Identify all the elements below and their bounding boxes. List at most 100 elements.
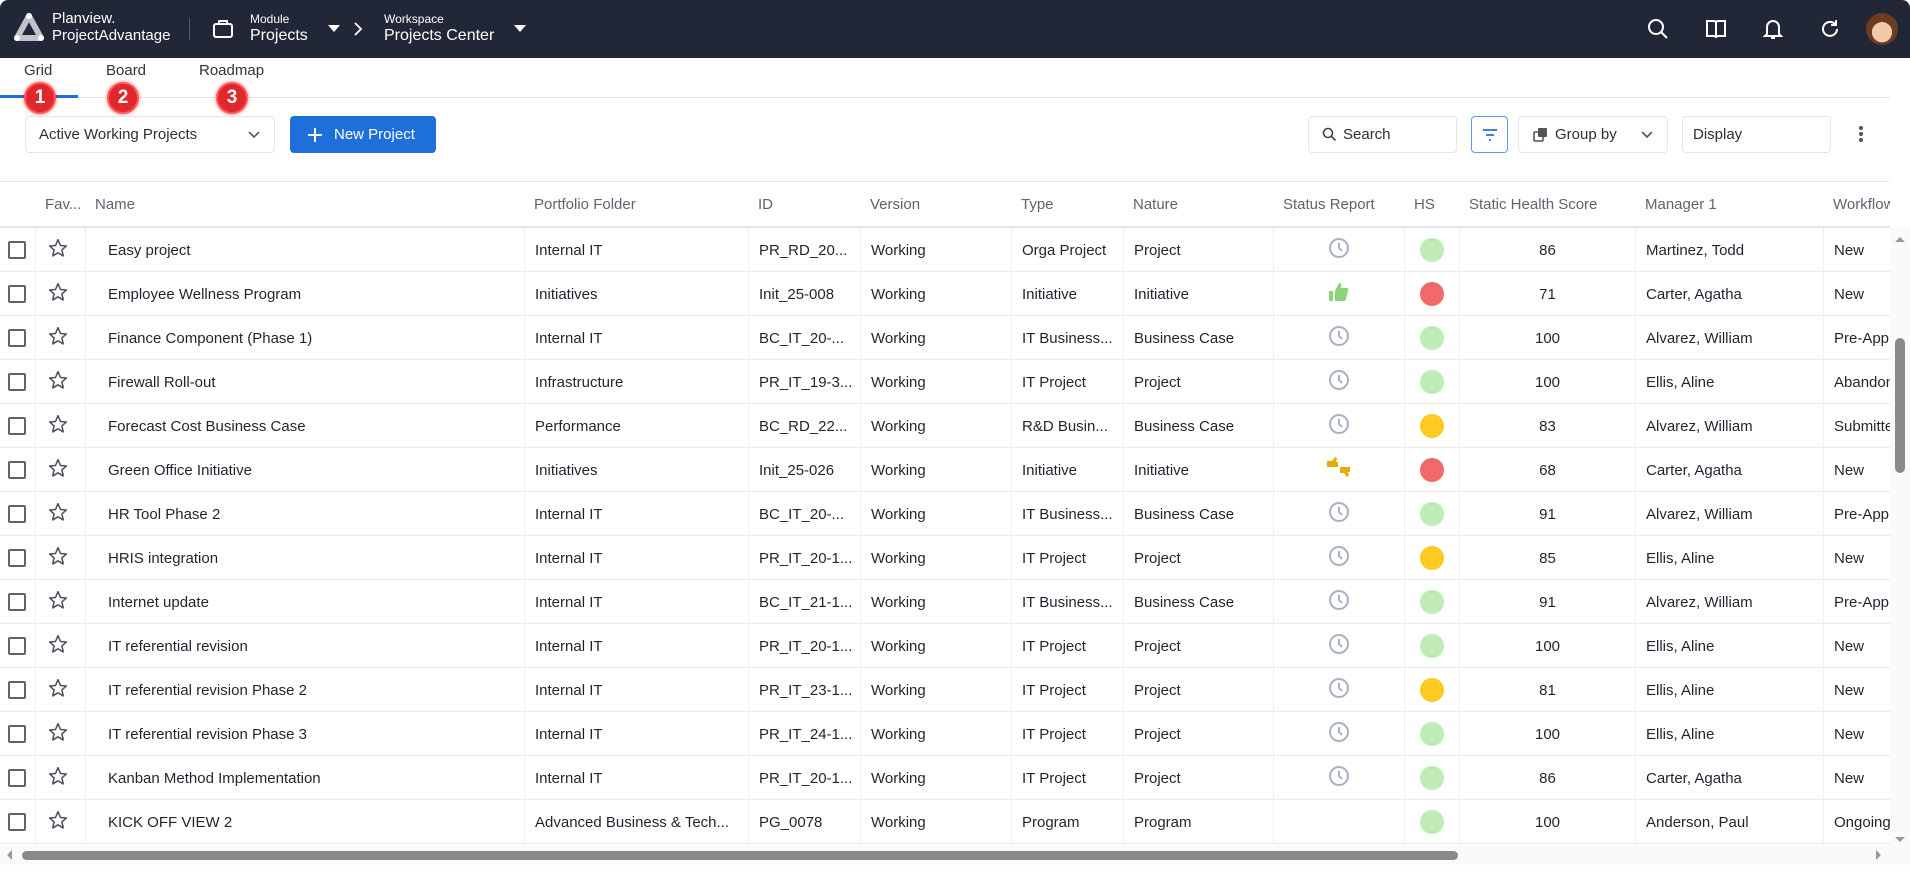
star-icon[interactable]: [48, 546, 68, 570]
table-row[interactable]: Employee Wellness Program Initiatives Init…: [0, 272, 1890, 316]
cell-favorite[interactable]: [35, 668, 85, 712]
vertical-scrollbar[interactable]: [1890, 228, 1910, 845]
column-header-hs[interactable]: HS: [1414, 196, 1435, 213]
cell-checkbox[interactable]: [0, 624, 35, 668]
cell-favorite[interactable]: [35, 228, 85, 272]
star-icon[interactable]: [48, 766, 68, 790]
row-checkbox[interactable]: [8, 593, 26, 611]
table-row[interactable]: Forecast Cost Business Case Performance BC…: [0, 404, 1890, 448]
cell-favorite[interactable]: [35, 580, 85, 624]
cell-checkbox[interactable]: [0, 800, 35, 844]
cell-favorite[interactable]: [35, 624, 85, 668]
column-header-workflow[interactable]: Workflow: [1833, 196, 1890, 213]
table-row[interactable]: HR Tool Phase 2 Internal IT BC_IT_20-... Wo…: [0, 492, 1890, 536]
filter-button[interactable]: [1471, 116, 1508, 153]
tab-roadmap[interactable]: Roadmap: [199, 62, 265, 79]
star-icon[interactable]: [48, 370, 68, 394]
star-icon[interactable]: [48, 502, 68, 526]
refresh-icon[interactable]: [1817, 16, 1843, 42]
star-icon[interactable]: [48, 810, 68, 834]
row-checkbox[interactable]: [8, 769, 26, 787]
cell-checkbox[interactable]: [0, 492, 35, 536]
table-row[interactable]: Easy project Internal IT PR_RD_20... Workin…: [0, 228, 1890, 272]
row-checkbox[interactable]: [8, 549, 26, 567]
cell-favorite[interactable]: [35, 800, 85, 844]
cell-favorite[interactable]: [35, 360, 85, 404]
vertical-scroll-thumb[interactable]: [1895, 338, 1905, 473]
cell-checkbox[interactable]: [0, 272, 35, 316]
cell-checkbox[interactable]: [0, 448, 35, 492]
cell-favorite[interactable]: [35, 536, 85, 580]
workspace-selector[interactable]: Workspace Projects Center: [384, 12, 527, 45]
cell-favorite[interactable]: [35, 492, 85, 536]
display-button[interactable]: Display: [1682, 116, 1831, 153]
view-dropdown[interactable]: Active Working Projects: [25, 116, 275, 153]
search-input[interactable]: Search: [1308, 116, 1457, 153]
cell-checkbox[interactable]: [0, 580, 35, 624]
cell-checkbox[interactable]: [0, 316, 35, 360]
user-avatar[interactable]: [1866, 13, 1898, 45]
row-checkbox[interactable]: [8, 637, 26, 655]
row-checkbox[interactable]: [8, 813, 26, 831]
star-icon[interactable]: [48, 590, 68, 614]
column-header-manager[interactable]: Manager 1: [1645, 196, 1717, 213]
table-row[interactable]: IT referential revision Internal IT PR_IT_…: [0, 624, 1890, 668]
scroll-left-arrow-icon[interactable]: [6, 850, 12, 860]
star-icon[interactable]: [48, 634, 68, 658]
scroll-up-arrow-icon[interactable]: [1895, 236, 1905, 242]
table-row[interactable]: Internet update Internal IT BC_IT_21-1... W…: [0, 580, 1890, 624]
star-icon[interactable]: [48, 678, 68, 702]
row-checkbox[interactable]: [8, 285, 26, 303]
row-checkbox[interactable]: [8, 241, 26, 259]
star-icon[interactable]: [48, 326, 68, 350]
horizontal-scroll-thumb[interactable]: [22, 851, 1458, 860]
row-checkbox[interactable]: [8, 505, 26, 523]
row-checkbox[interactable]: [8, 681, 26, 699]
table-row[interactable]: Finance Component (Phase 1) Internal IT BC…: [0, 316, 1890, 360]
table-row[interactable]: IT referential revision Phase 3 Internal …: [0, 712, 1890, 756]
horizontal-scrollbar[interactable]: [0, 845, 1910, 865]
cell-checkbox[interactable]: [0, 360, 35, 404]
scroll-right-arrow-icon[interactable]: [1876, 850, 1882, 860]
cell-checkbox[interactable]: [0, 756, 35, 800]
column-header-nature[interactable]: Nature: [1133, 196, 1179, 213]
tab-grid[interactable]: Grid: [24, 62, 53, 79]
table-row[interactable]: KICK OFF VIEW 2 Advanced Business & Tech.…: [0, 800, 1890, 844]
more-options-icon[interactable]: [1858, 124, 1864, 149]
table-row[interactable]: Firewall Roll-out Infrastructure PR_IT_19-…: [0, 360, 1890, 404]
row-checkbox[interactable]: [8, 725, 26, 743]
planview-logo[interactable]: Planview. ProjectAdvantage: [12, 10, 170, 44]
star-icon[interactable]: [48, 238, 68, 262]
tab-board[interactable]: Board: [106, 62, 147, 79]
scroll-down-arrow-icon[interactable]: [1895, 837, 1905, 843]
cell-favorite[interactable]: [35, 756, 85, 800]
column-header-type[interactable]: Type: [1021, 196, 1054, 213]
cell-favorite[interactable]: [35, 712, 85, 756]
column-header-version[interactable]: Version: [870, 196, 921, 213]
cell-checkbox[interactable]: [0, 668, 35, 712]
row-checkbox[interactable]: [8, 373, 26, 391]
star-icon[interactable]: [48, 458, 68, 482]
row-checkbox[interactable]: [8, 329, 26, 347]
bell-icon[interactable]: [1760, 16, 1786, 42]
table-row[interactable]: Green Office Initiative Initiatives Init_2…: [0, 448, 1890, 492]
cell-favorite[interactable]: [35, 404, 85, 448]
column-header-static-health-score[interactable]: Static Health Score: [1469, 196, 1598, 213]
column-header-portfolio-folder[interactable]: Portfolio Folder: [534, 196, 636, 213]
table-row[interactable]: Kanban Method Implementation Internal IT P…: [0, 756, 1890, 800]
cell-favorite[interactable]: [35, 272, 85, 316]
table-row[interactable]: HRIS integration Internal IT PR_IT_20-1...…: [0, 536, 1890, 580]
star-icon[interactable]: [48, 722, 68, 746]
column-header-name[interactable]: Name: [95, 196, 136, 213]
cell-favorite[interactable]: [35, 316, 85, 360]
star-icon[interactable]: [48, 282, 68, 306]
row-checkbox[interactable]: [8, 417, 26, 435]
book-icon[interactable]: [1703, 16, 1729, 42]
cell-favorite[interactable]: [35, 448, 85, 492]
column-header-status-report[interactable]: Status Report: [1283, 196, 1375, 213]
module-selector[interactable]: Module Projects: [212, 12, 340, 45]
star-icon[interactable]: [48, 414, 68, 438]
cell-checkbox[interactable]: [0, 536, 35, 580]
column-header-id[interactable]: ID: [758, 196, 773, 213]
cell-checkbox[interactable]: [0, 228, 35, 272]
